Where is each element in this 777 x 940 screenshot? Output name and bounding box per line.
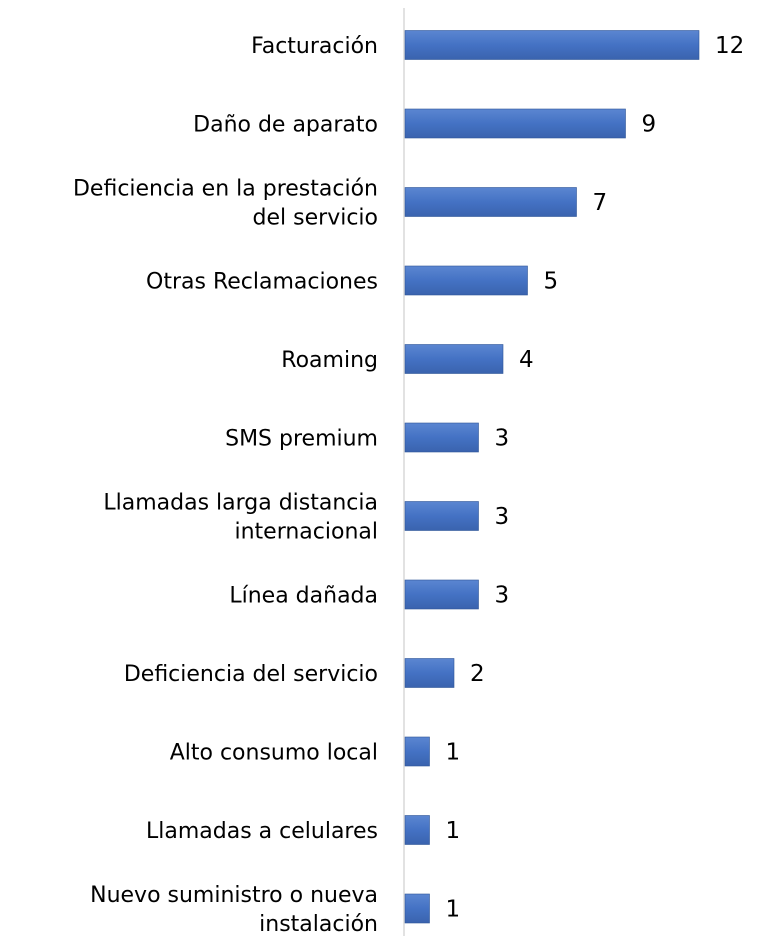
bars-layer: [404, 30, 700, 924]
category-label: Roaming: [281, 348, 378, 373]
bar: [404, 187, 577, 217]
bar: [404, 422, 479, 453]
category-label: instalación: [259, 912, 378, 936]
bar: [404, 815, 430, 845]
data-label: 3: [495, 504, 510, 530]
bar: [404, 736, 430, 767]
category-label: Otras Reclamaciones: [146, 270, 378, 295]
category-label: Llamadas a celulares: [146, 819, 378, 844]
category-label: Llamadas larga distancia: [103, 491, 378, 516]
bar: [404, 893, 430, 924]
category-labels-layer: Facturación Daño de aparato Deficiencia en…: [73, 34, 378, 937]
category-label: internacional: [234, 520, 378, 545]
data-label: 9: [642, 112, 657, 138]
data-label: 3: [495, 583, 510, 609]
data-label: 1: [446, 897, 461, 923]
data-label: 5: [544, 269, 559, 295]
bar: [404, 108, 626, 139]
category-label: SMS premium: [225, 427, 378, 452]
bar: [404, 501, 479, 531]
bar: [404, 658, 455, 688]
category-label: Facturación: [251, 34, 378, 59]
category-label: Daño de aparato: [193, 113, 378, 138]
data-label: 4: [519, 347, 534, 373]
category-label: Alto consumo local: [170, 741, 378, 766]
bar: [404, 579, 479, 610]
bar: [404, 265, 528, 296]
data-label: 3: [495, 426, 510, 452]
category-label: del servicio: [253, 206, 378, 231]
bar: [404, 344, 504, 374]
data-labels-layer: 12 9 7 5 4 3 3 3 2 1 1 1: [446, 33, 745, 923]
bar: [404, 30, 700, 60]
category-label: Línea dañada: [229, 584, 378, 609]
data-label: 1: [446, 818, 461, 844]
data-label: 1: [446, 740, 461, 766]
data-label: 2: [470, 661, 485, 687]
category-label: Nuevo suministro o nueva: [90, 883, 378, 908]
data-label: 12: [715, 33, 744, 59]
data-label: 7: [593, 190, 608, 216]
category-label: Deficiencia del servicio: [124, 662, 378, 687]
category-label: Deficiencia en la prestación: [73, 177, 378, 202]
